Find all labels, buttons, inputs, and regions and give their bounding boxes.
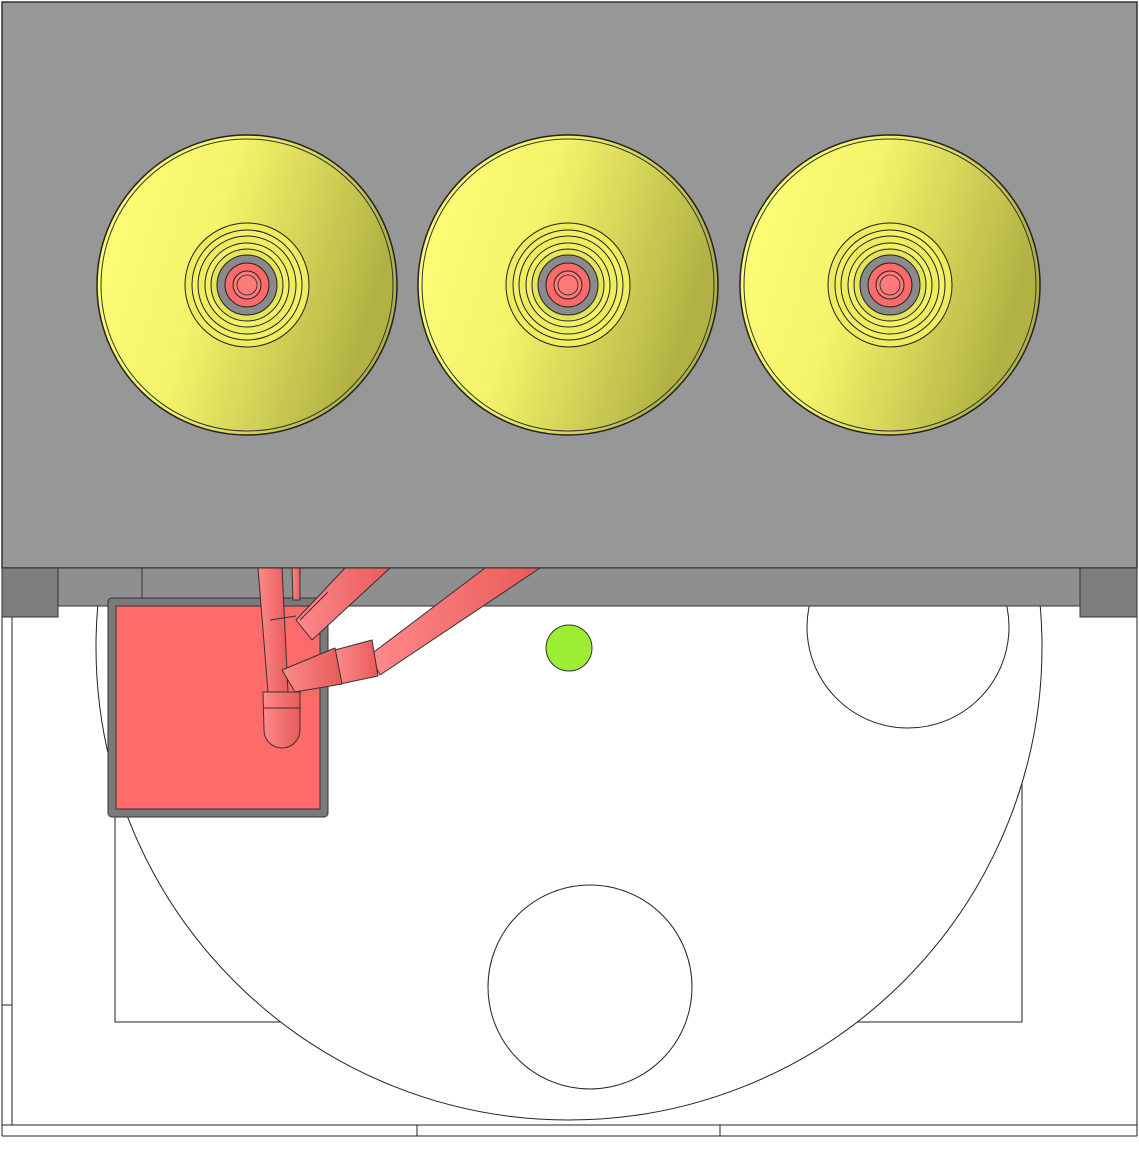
indicator [545, 624, 593, 672]
disc [417, 134, 719, 436]
disc [96, 134, 398, 436]
foot-right [1079, 567, 1138, 618]
pipes [257, 567, 541, 749]
foot-left [1, 567, 59, 618]
disc [739, 134, 1041, 436]
